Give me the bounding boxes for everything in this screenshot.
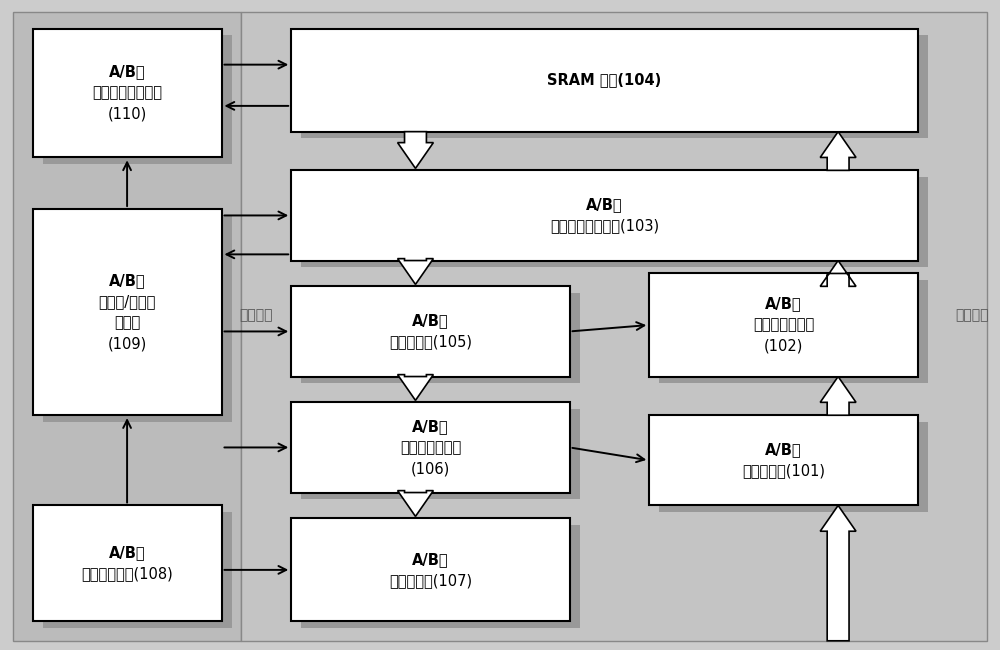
FancyArrow shape bbox=[398, 259, 433, 285]
Text: 输出锁存器(107): 输出锁存器(107) bbox=[389, 573, 472, 588]
Text: 二级行地址译码器: 二级行地址译码器 bbox=[92, 86, 162, 101]
Text: A/B端: A/B端 bbox=[765, 296, 802, 311]
FancyArrow shape bbox=[820, 261, 856, 287]
Text: 输入缓冲器(101): 输入缓冲器(101) bbox=[742, 463, 825, 478]
Text: 输入位宽调整器: 输入位宽调整器 bbox=[753, 317, 814, 333]
Text: (109): (109) bbox=[107, 337, 147, 352]
FancyBboxPatch shape bbox=[291, 29, 918, 132]
FancyBboxPatch shape bbox=[301, 35, 928, 138]
Text: A/B端: A/B端 bbox=[412, 552, 449, 567]
Text: 二级列地址译码器(103): 二级列地址译码器(103) bbox=[550, 218, 659, 233]
Text: (102): (102) bbox=[764, 339, 803, 354]
FancyBboxPatch shape bbox=[291, 402, 570, 493]
FancyBboxPatch shape bbox=[649, 415, 918, 506]
FancyBboxPatch shape bbox=[241, 12, 987, 641]
FancyArrow shape bbox=[820, 506, 856, 641]
FancyBboxPatch shape bbox=[33, 209, 222, 415]
FancyArrow shape bbox=[398, 374, 433, 400]
FancyBboxPatch shape bbox=[43, 35, 232, 164]
FancyArrow shape bbox=[398, 132, 433, 168]
FancyBboxPatch shape bbox=[291, 170, 918, 261]
Text: 译码器: 译码器 bbox=[114, 315, 140, 330]
FancyBboxPatch shape bbox=[659, 422, 928, 512]
FancyArrow shape bbox=[820, 132, 856, 170]
FancyBboxPatch shape bbox=[659, 280, 928, 383]
Text: A/B端: A/B端 bbox=[109, 64, 145, 79]
Text: SRAM 阵列(104): SRAM 阵列(104) bbox=[547, 73, 662, 88]
FancyBboxPatch shape bbox=[33, 29, 222, 157]
FancyBboxPatch shape bbox=[291, 518, 570, 621]
Text: (106): (106) bbox=[411, 462, 450, 476]
FancyBboxPatch shape bbox=[301, 177, 928, 267]
FancyBboxPatch shape bbox=[43, 512, 232, 628]
Text: A/B端: A/B端 bbox=[765, 442, 802, 457]
FancyBboxPatch shape bbox=[649, 274, 918, 376]
FancyBboxPatch shape bbox=[43, 215, 232, 422]
Text: 写入操作: 写入操作 bbox=[956, 308, 989, 322]
Text: A/B端: A/B端 bbox=[412, 419, 449, 434]
FancyBboxPatch shape bbox=[301, 525, 580, 628]
FancyBboxPatch shape bbox=[301, 409, 580, 499]
FancyBboxPatch shape bbox=[33, 506, 222, 621]
FancyArrow shape bbox=[398, 491, 433, 516]
FancyBboxPatch shape bbox=[301, 292, 580, 383]
Text: 灵敏放大器(105): 灵敏放大器(105) bbox=[389, 335, 472, 350]
FancyBboxPatch shape bbox=[13, 12, 241, 641]
Text: 一级行/列地址: 一级行/列地址 bbox=[98, 294, 156, 309]
Text: A/B端: A/B端 bbox=[109, 545, 145, 560]
Text: (110): (110) bbox=[107, 107, 147, 122]
Text: A/B端: A/B端 bbox=[412, 313, 449, 328]
Text: 输出位宽调整器: 输出位宽调整器 bbox=[400, 440, 461, 455]
Text: 读出操作: 读出操作 bbox=[240, 308, 273, 322]
Text: A/B端: A/B端 bbox=[586, 198, 623, 213]
Text: A/B端: A/B端 bbox=[109, 273, 145, 288]
Text: 时序控制逻辑(108): 时序控制逻辑(108) bbox=[81, 567, 173, 582]
FancyBboxPatch shape bbox=[291, 287, 570, 376]
FancyArrow shape bbox=[820, 376, 856, 415]
